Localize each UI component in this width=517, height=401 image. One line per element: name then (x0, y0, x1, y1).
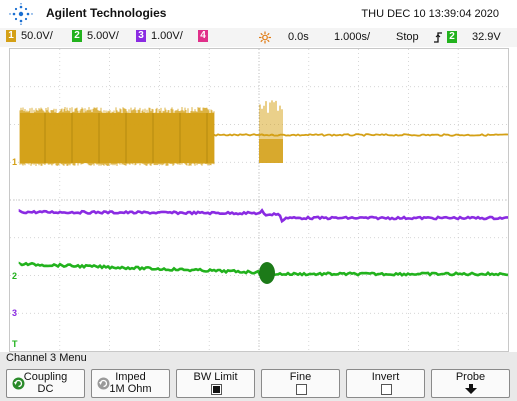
trigger-channel-badge: 2 (447, 31, 457, 43)
channel-3-badge: 3 (136, 30, 146, 42)
probe-label: Probe (455, 371, 486, 383)
channel-2-badge: 2 (72, 30, 82, 42)
channel-4-status[interactable]: 4 (198, 30, 213, 42)
menu-title: Channel 3 Menu (6, 352, 87, 364)
channel-1-status[interactable]: 1 50.0V/ (6, 30, 53, 42)
waveform-display[interactable]: 1 2 3 T (9, 48, 509, 352)
impedance-value: 1M Ohm (109, 383, 152, 395)
channel-3-trace (18, 208, 508, 224)
impedance-label: Imped (115, 371, 146, 383)
coupling-value: DC (37, 383, 54, 395)
bw-limit-label: BW Limit (193, 371, 238, 383)
checkbox-checked-icon (211, 384, 222, 395)
channel-2-trace (18, 261, 508, 284)
date-time: THU DEC 10 13:39:04 2020 (361, 8, 499, 20)
channel-1-trace (19, 100, 508, 166)
probe-softkey[interactable]: Probe (431, 369, 510, 398)
fine-label: Fine (289, 371, 312, 383)
channel-3-status[interactable]: 3 1.00V/ (136, 30, 183, 42)
checkbox-empty-icon (381, 384, 392, 395)
channel-1-badge: 1 (6, 30, 16, 42)
brand-name: Agilent Technologies (46, 6, 167, 20)
header-bar: Agilent Technologies THU DEC 10 13:39:04… (0, 0, 517, 28)
channel-1-ground-marker[interactable]: 1 (12, 157, 18, 167)
invert-label: Invert (371, 371, 400, 383)
channel-2-status[interactable]: 2 5.00V/ (72, 30, 119, 42)
rotate-knob-icon (12, 377, 25, 390)
waveform-canvas (10, 49, 508, 351)
coupling-label: Coupling (23, 371, 68, 383)
channel-4-badge: 4 (198, 30, 208, 42)
rotate-knob-icon (97, 377, 110, 390)
graticule-center (10, 49, 508, 351)
agilent-spark-logo (9, 3, 33, 25)
fine-softkey[interactable]: Fine (261, 369, 340, 398)
channel-3-ground-marker[interactable]: 3 (12, 308, 18, 318)
trigger-level-marker[interactable]: T (12, 339, 18, 349)
channel-2-scale: 5.00V/ (87, 30, 119, 42)
trigger-position-icon (259, 31, 271, 44)
rising-edge-icon (434, 32, 442, 43)
channel-3-scale: 1.00V/ (151, 30, 183, 42)
arrow-down-icon (465, 384, 477, 394)
status-bar: 1 50.0V/ 2 5.00V/ 3 1.00V/ 4 0.0s 1.000s… (0, 28, 517, 47)
channel-1-scale: 50.0V/ (21, 30, 53, 42)
time-scale[interactable]: 1.000s/ (334, 31, 371, 43)
checkbox-empty-icon (296, 384, 307, 395)
run-state[interactable]: Stop (396, 31, 419, 43)
time-delay[interactable]: 0.0s (288, 31, 309, 43)
trigger-level[interactable]: 32.9V (472, 31, 501, 43)
impedance-softkey[interactable]: Imped 1M Ohm (91, 369, 170, 398)
invert-softkey[interactable]: Invert (346, 369, 425, 398)
bw-limit-softkey[interactable]: BW Limit (176, 369, 255, 398)
softkey-menu: Channel 3 Menu Coupling DC Imped 1M Ohm … (0, 352, 517, 401)
coupling-softkey[interactable]: Coupling DC (6, 369, 85, 398)
channel-2-ground-marker[interactable]: 2 (12, 271, 18, 281)
